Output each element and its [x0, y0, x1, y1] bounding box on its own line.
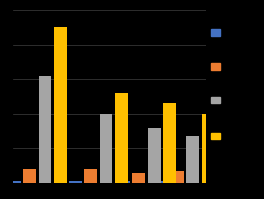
Bar: [171, 171, 184, 183]
Bar: [163, 103, 176, 183]
Bar: [148, 128, 161, 183]
Bar: [186, 136, 199, 183]
Bar: [155, 181, 168, 183]
Bar: [54, 27, 67, 183]
Bar: [8, 181, 21, 183]
Bar: [100, 114, 112, 183]
Bar: [84, 169, 97, 183]
Bar: [115, 93, 128, 183]
Bar: [202, 114, 215, 183]
Bar: [132, 173, 145, 183]
Bar: [69, 181, 82, 183]
Bar: [23, 169, 36, 183]
Bar: [117, 181, 130, 183]
Bar: [39, 76, 51, 183]
